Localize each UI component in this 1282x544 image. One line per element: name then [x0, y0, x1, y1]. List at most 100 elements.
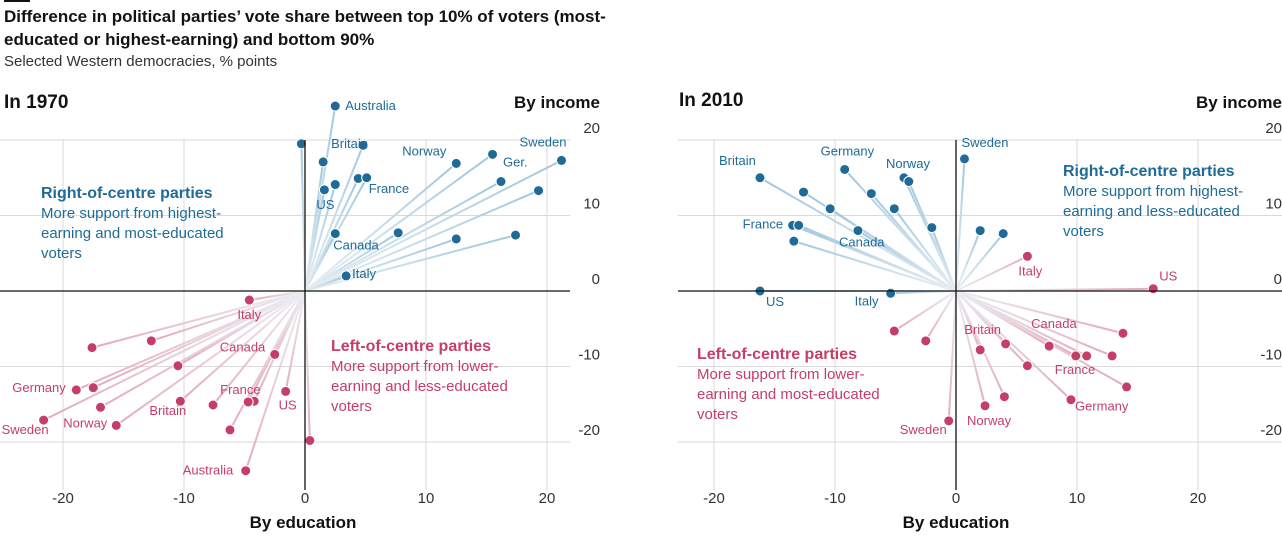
x-tick-label: -10 [173, 490, 195, 507]
x-axis-title: By education [903, 513, 1010, 532]
point-label: Sweden [961, 135, 1008, 150]
left-party-point [304, 434, 316, 446]
fan-line [244, 290, 306, 472]
fan-line [955, 158, 966, 292]
y-tick-label: 10 [583, 196, 600, 213]
point-label: Italy [1018, 263, 1042, 278]
left-party-point [145, 335, 157, 347]
left-party-point [207, 399, 219, 411]
chart-subtitle: Selected Western democracies, % points [4, 53, 278, 70]
fan-line [304, 159, 562, 292]
point-label: France [369, 181, 409, 196]
group-description-line: voters [1063, 223, 1104, 240]
right-party-point [495, 176, 507, 188]
y-tick-label: -20 [578, 422, 600, 439]
right-party-point [450, 233, 462, 245]
fan-line [955, 290, 1124, 335]
right-party-point [839, 163, 851, 175]
left-party-point [1021, 250, 1033, 262]
right-party-point [793, 219, 805, 231]
y-axis-title: By income [514, 93, 600, 112]
panel-title: In 2010 [679, 90, 743, 111]
point-label: France [220, 382, 260, 397]
point-label: Ger. [503, 155, 528, 170]
panel-title: In 1970 [4, 92, 68, 113]
left-party-point [280, 385, 292, 397]
left-party-point [172, 360, 184, 372]
left-party-point [1021, 360, 1033, 372]
x-tick-label: 0 [301, 490, 309, 507]
right-party-point [329, 100, 341, 112]
right-party-point [788, 235, 800, 247]
fan-line [91, 290, 306, 349]
fan-line [304, 234, 516, 292]
point-label: Norway [63, 415, 108, 430]
left-party-point [243, 294, 255, 306]
point-label: Canada [333, 238, 379, 253]
group-description-line: earning and less-educated [331, 378, 508, 395]
y-tick-label: -10 [1260, 347, 1282, 364]
right-of-centre-annotation: Right-of-centre parties More support from… [41, 185, 224, 262]
point-label: Germany [12, 380, 66, 395]
point-label: Australia [345, 98, 396, 113]
group-description-line: More support from highest- [41, 205, 221, 222]
x-tick-label: -20 [703, 490, 725, 507]
y-tick-label: 20 [583, 120, 600, 137]
fan-line [955, 230, 982, 292]
fan-line [43, 290, 306, 422]
right-party-point [361, 172, 373, 184]
left-party-point [1081, 350, 1093, 362]
right-party-point [357, 139, 369, 151]
group-description-line: earning and most-educated [697, 386, 880, 403]
left-party-point [70, 384, 82, 396]
x-tick-label: 0 [952, 490, 960, 507]
left-party-point [943, 415, 955, 427]
left-party-point [1106, 350, 1118, 362]
left-party-point [1117, 327, 1129, 339]
point-label: Italy [237, 307, 261, 322]
x-tick-label: 10 [418, 490, 435, 507]
left-party-point [95, 401, 107, 413]
fan-line [304, 189, 326, 292]
fan-line [304, 161, 325, 292]
header-rule [4, 0, 30, 2]
fan-line [304, 144, 365, 292]
point-label: Britain [149, 403, 186, 418]
point-label: Canada [220, 339, 266, 354]
fan-line [179, 290, 306, 402]
right-party-point [885, 287, 897, 299]
point-label: Germany [821, 143, 875, 158]
left-party-point [240, 465, 252, 477]
panel-1970: 20 10 0 -10 -20 -20 -10 0 10 20 In 1970 By income By… [0, 92, 600, 532]
left-of-centre-annotation: Left-of-centre parties More support from … [331, 338, 508, 415]
x-tick-label: -10 [824, 490, 846, 507]
group-title: Right-of-centre parties [41, 185, 213, 202]
group-description-line: earning and less-educated [1063, 203, 1240, 220]
group-description-line: earning and most-educated [41, 225, 224, 242]
y-tick-label: 0 [1274, 271, 1282, 288]
right-party-point [329, 228, 341, 240]
x-tick-label: -20 [52, 490, 74, 507]
fan-line [857, 229, 957, 292]
right-party-point [798, 186, 810, 198]
group-title: Right-of-centre parties [1063, 163, 1235, 180]
fan-line [304, 184, 337, 292]
panel-2010: 20 10 0 -10 -20 -20 -10 0 10 20 In 2010 By income By… [678, 90, 1282, 532]
group-description-line: voters [331, 398, 372, 415]
fan-line [304, 162, 457, 292]
fan-line [955, 290, 987, 407]
group-description-line: voters [41, 245, 82, 262]
right-party-point [824, 203, 836, 215]
fan-line [893, 208, 957, 292]
left-party-point [974, 344, 986, 356]
right-party-point [997, 228, 1009, 240]
right-party-point [340, 270, 352, 282]
right-party-point [510, 229, 522, 241]
left-party-point [979, 400, 991, 412]
fan-line [870, 192, 957, 292]
left-party-point [87, 382, 99, 394]
left-party-point [174, 395, 186, 407]
point-label: US [316, 197, 334, 212]
right-party-point [450, 157, 462, 169]
point-label: Germany [1075, 399, 1129, 414]
